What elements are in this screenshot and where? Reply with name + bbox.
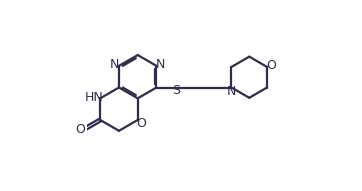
Text: N: N bbox=[110, 58, 119, 71]
Text: S: S bbox=[172, 84, 180, 97]
Text: O: O bbox=[136, 117, 146, 130]
Text: O: O bbox=[266, 59, 276, 73]
Text: N: N bbox=[227, 85, 236, 98]
Text: N: N bbox=[156, 58, 165, 71]
Text: HN: HN bbox=[85, 91, 104, 104]
Text: O: O bbox=[75, 123, 85, 136]
